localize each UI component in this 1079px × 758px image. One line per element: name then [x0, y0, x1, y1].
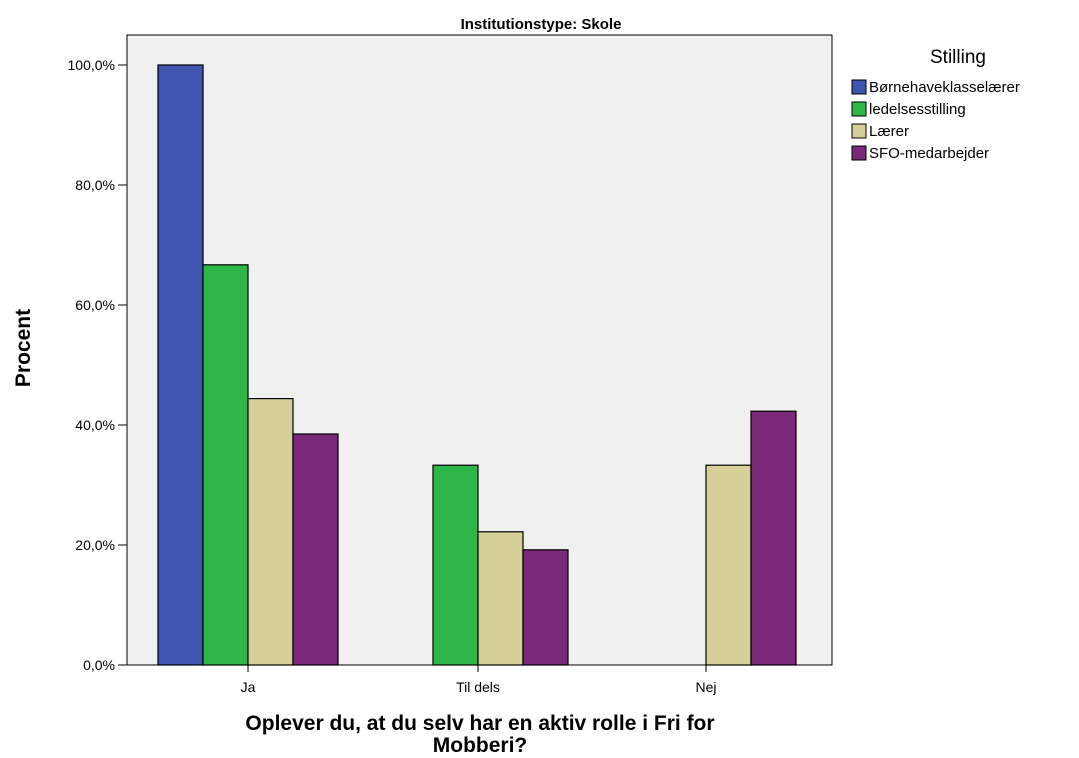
bar: [432, 464, 479, 666]
legend-swatch: [851, 123, 867, 139]
x-axis-label-line-1: Oplever du, at du selv har en aktiv roll…: [245, 712, 714, 735]
legend-label: ledelsesstilling: [869, 101, 966, 118]
legend-label: Børnehaveklasselærer: [869, 79, 1020, 96]
y-ticks: 0,0% 20,0% 40,0% 60,0% 80,0% 100,0%: [68, 57, 127, 673]
legend-label: Lærer: [869, 123, 909, 140]
bar: [477, 531, 524, 666]
x-axis-label-line-2: Mobberi?: [433, 734, 528, 757]
bar: [247, 398, 294, 666]
chart-title: Institutionstype: Skole: [461, 16, 622, 33]
legend: Stilling Børnehaveklasselærer ledelsessti…: [851, 47, 1020, 162]
y-tick-label: 0,0%: [83, 657, 115, 673]
bars: [157, 64, 797, 666]
y-tick-label: 40,0%: [75, 417, 115, 433]
legend-label: SFO-medarbejder: [869, 145, 989, 162]
legend-swatch: [851, 101, 867, 117]
x-tick-label: Nej: [695, 679, 716, 695]
y-tick-label: 100,0%: [68, 57, 115, 73]
bar: [202, 264, 249, 666]
y-axis-label: Procent: [12, 309, 35, 387]
y-tick-label: 20,0%: [75, 537, 115, 553]
bar: [522, 549, 569, 666]
y-tick-label: 80,0%: [75, 177, 115, 193]
bar: [705, 464, 752, 666]
x-tick-label: Ja: [241, 679, 256, 695]
x-ticks: Ja Til dels Nej: [241, 665, 717, 695]
bar: [157, 64, 204, 666]
legend-swatch: [851, 79, 867, 95]
bar: [292, 433, 339, 666]
y-tick-label: 60,0%: [75, 297, 115, 313]
legend-swatch: [851, 145, 867, 161]
x-tick-label: Til dels: [456, 679, 500, 695]
bar: [750, 410, 797, 666]
legend-title: Stilling: [930, 47, 986, 68]
